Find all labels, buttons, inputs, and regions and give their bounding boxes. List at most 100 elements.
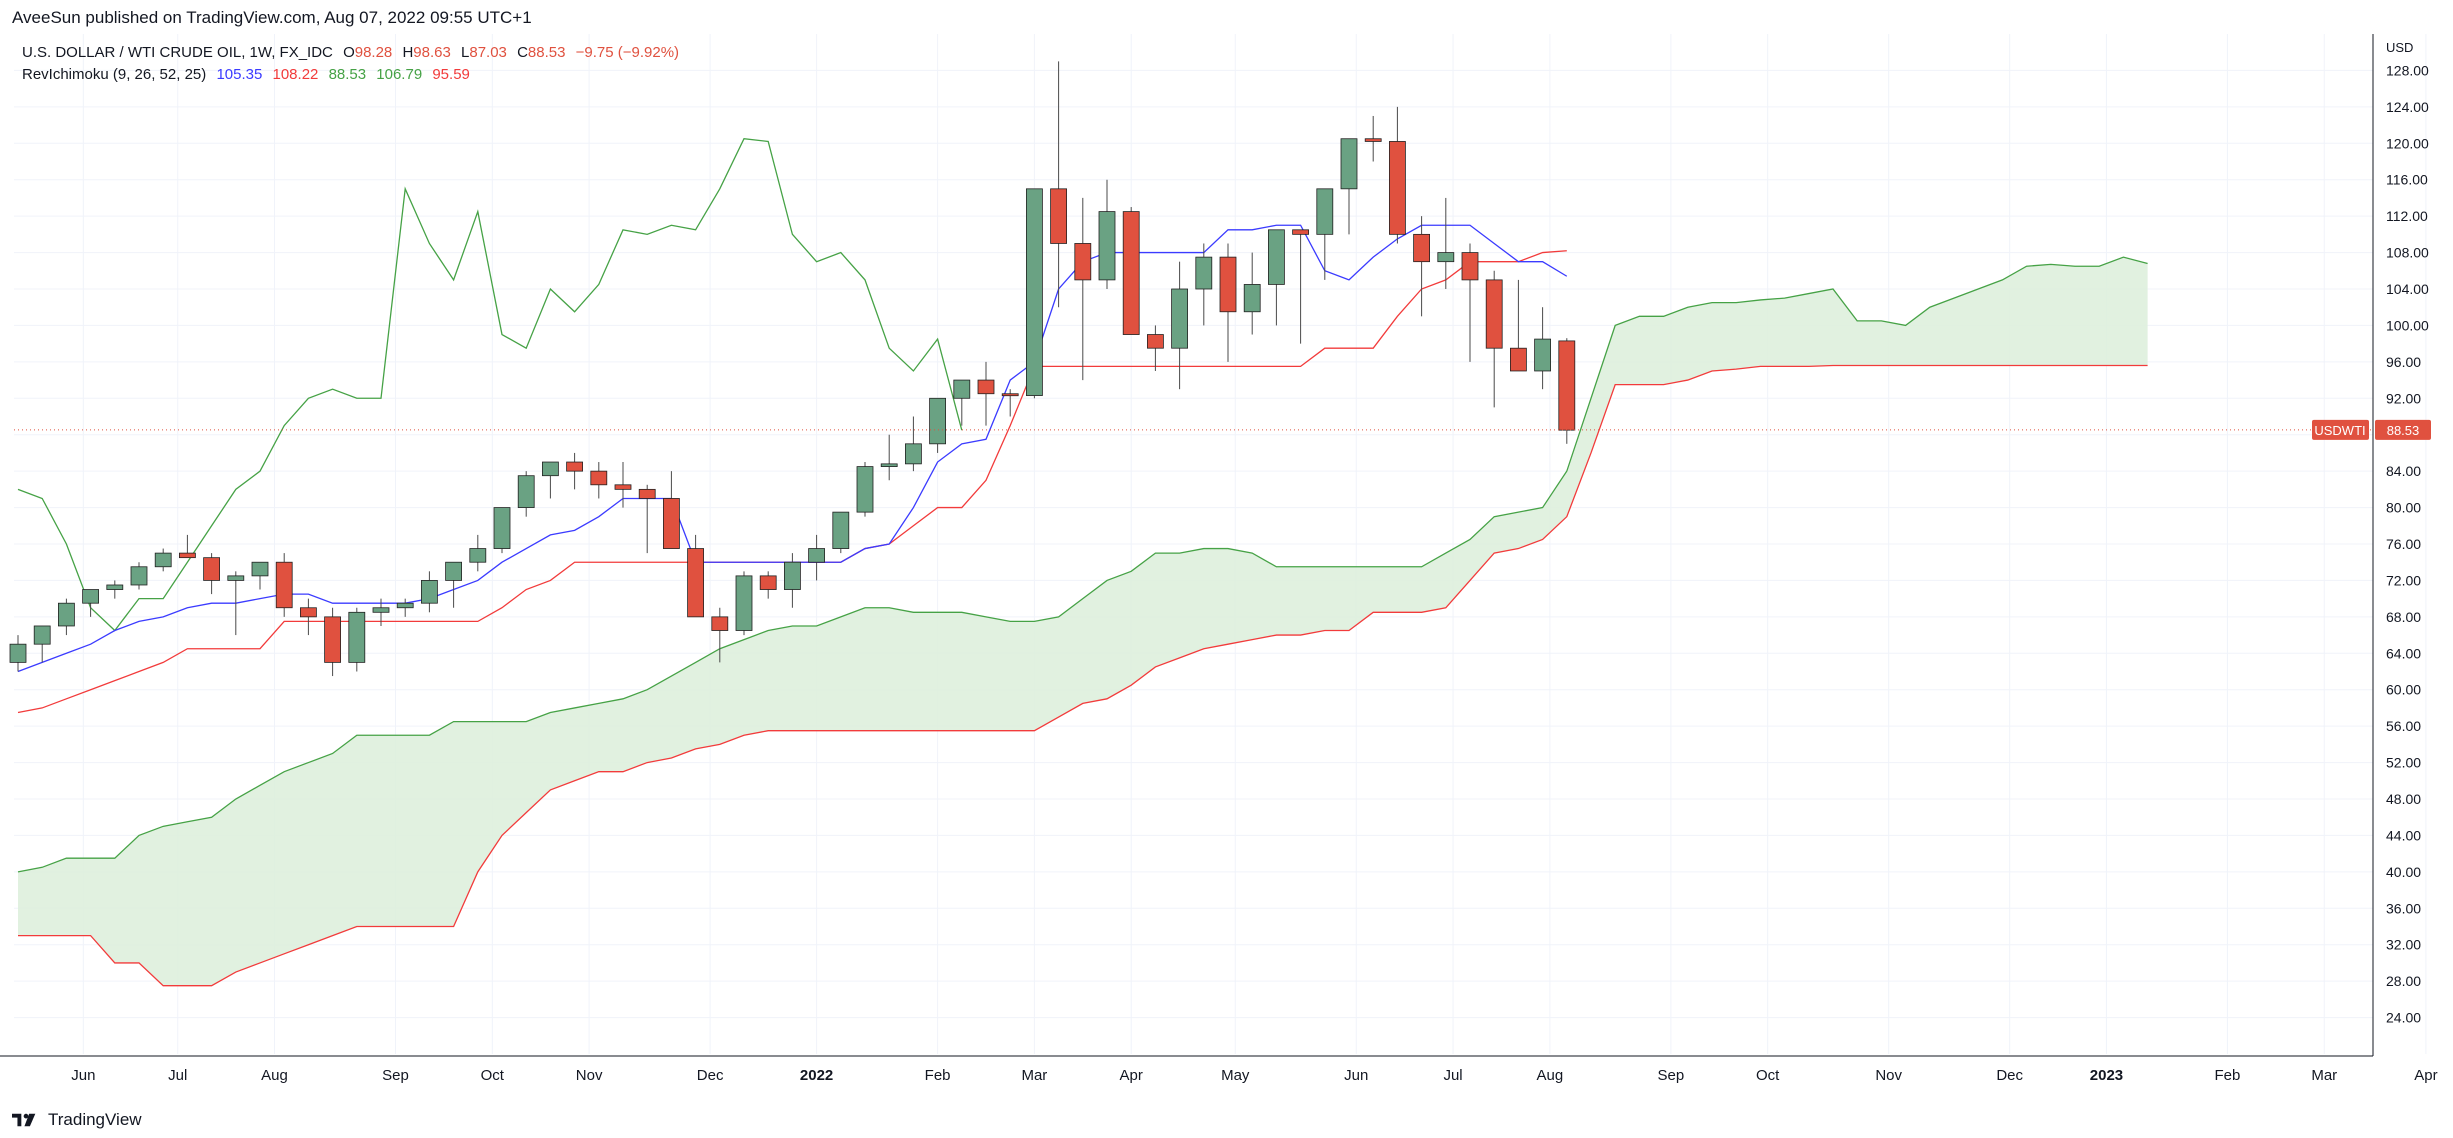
candle-body <box>1316 188 1334 235</box>
candle-44 <box>1074 197 1092 381</box>
legend-indicator[interactable]: RevIchimoku (9, 26, 52, 25) <box>22 66 207 83</box>
x-tick-label-14: Aug <box>1537 1067 1564 1084</box>
x-tick-label-13: Jul <box>1443 1067 1462 1084</box>
candle-35 <box>856 462 874 517</box>
y-tick-label-13: 76.00 <box>2386 536 2421 552</box>
candle-body <box>1050 188 1067 244</box>
candle-1 <box>33 625 51 663</box>
legend-tenkan-value: 105.35 <box>216 66 263 83</box>
legend-open: O98.28 <box>343 44 393 61</box>
candle-28 <box>687 534 704 618</box>
candle-46 <box>1122 207 1140 335</box>
candle-27 <box>663 471 680 549</box>
candle-18 <box>445 561 463 608</box>
candle-body <box>517 475 535 508</box>
candle-15 <box>372 598 390 626</box>
candle-10 <box>251 561 269 590</box>
candle-body <box>590 470 608 486</box>
legend-low: L87.03 <box>461 44 507 61</box>
candle-12 <box>299 598 317 636</box>
candle-31 <box>759 571 777 599</box>
candle-body <box>445 561 463 581</box>
candle-17 <box>420 571 438 613</box>
candle-42 <box>1026 188 1043 399</box>
candle-body <box>880 463 898 467</box>
candle-body <box>1219 256 1237 313</box>
y-tick-label-5: 44.00 <box>2386 827 2421 843</box>
y-tick-label-7: 52.00 <box>2386 755 2421 771</box>
candle-body <box>1485 279 1503 349</box>
candle-body <box>1461 252 1479 281</box>
candle-6 <box>154 548 172 572</box>
candle-62 <box>1510 279 1527 372</box>
legend-symbol-row: U.S. DOLLAR / WTI CRUDE OIL, 1W, FX_IDC … <box>22 42 685 64</box>
y-tick-label-9: 60.00 <box>2386 682 2421 698</box>
tradingview-logo-icon <box>12 1113 36 1127</box>
candle-body <box>324 616 342 663</box>
y-tick-label-24: 120.00 <box>2386 135 2429 151</box>
senkou-span-a-line <box>17 256 2148 873</box>
chart-area[interactable]: USD 24.00 28.00 32.00 36.00 40.00 44.00 48.00 52… <box>0 34 2453 1094</box>
candle-body <box>9 643 27 663</box>
candle-body <box>1171 288 1188 349</box>
x-tick-label-4: Oct <box>481 1067 505 1084</box>
candles-group <box>9 61 1576 677</box>
candle-39 <box>953 379 971 426</box>
legend-high: H98.63 <box>402 44 451 61</box>
legend-change: −9.75 (−9.92%) <box>575 44 680 61</box>
x-tick-label-19: 2023 <box>2090 1067 2123 1084</box>
footer-branding: TradingView <box>12 1110 142 1130</box>
x-tick-label-5: Nov <box>576 1067 603 1084</box>
candle-body <box>687 548 704 618</box>
candle-53 <box>1292 229 1309 344</box>
legend-close: C88.53 <box>517 44 566 61</box>
candle-20 <box>493 507 511 554</box>
x-tick-label-1: Jul <box>168 1067 187 1084</box>
candle-38 <box>929 397 946 453</box>
candle-33 <box>808 534 825 581</box>
candle-34 <box>832 511 850 554</box>
candle-body <box>275 561 293 609</box>
candle-body <box>1437 252 1455 263</box>
candle-body <box>1510 347 1527 372</box>
candle-body <box>1243 284 1261 313</box>
candle-55 <box>1340 138 1358 235</box>
legend-symbol[interactable]: U.S. DOLLAR / WTI CRUDE OIL, 1W, FX_IDC <box>22 44 333 61</box>
legend-indicator-row: RevIchimoku (9, 26, 52, 25) 105.35 108.2… <box>22 64 685 86</box>
x-tick-label-0: Jun <box>71 1067 95 1084</box>
y-tick-label-23: 116.00 <box>2386 172 2428 188</box>
candle-5 <box>130 562 148 590</box>
x-tick-label-7: 2022 <box>800 1067 833 1084</box>
candle-56 <box>1364 115 1382 162</box>
candle-52 <box>1268 229 1285 326</box>
candle-body <box>566 461 583 472</box>
candle-41 <box>1001 389 1019 417</box>
candle-body <box>154 552 172 568</box>
y-tick-label-19: 100.00 <box>2386 317 2429 333</box>
candle-body <box>1558 340 1576 431</box>
candle-11 <box>275 553 293 617</box>
ichimoku-cloud <box>18 257 2148 986</box>
price-chart[interactable]: USD 24.00 28.00 32.00 36.00 40.00 44.00 48.00 52… <box>0 34 2453 1094</box>
candle-body <box>178 552 196 559</box>
candle-body <box>1098 211 1116 281</box>
candle-9 <box>227 571 245 636</box>
price-label-symbol: USDWTI <box>2314 423 2365 438</box>
y-tick-label-25: 124.00 <box>2386 99 2429 115</box>
candle-body <box>905 443 922 465</box>
chikou-span-line <box>17 138 963 632</box>
y-tick-label-15: 84.00 <box>2386 463 2421 479</box>
candle-48 <box>1171 261 1188 390</box>
candle-2 <box>58 598 75 636</box>
x-tick-label-18: Dec <box>1996 1067 2023 1084</box>
candle-25 <box>614 462 632 508</box>
candle-54 <box>1316 188 1334 280</box>
legend-kijun-value: 108.22 <box>272 66 319 83</box>
candle-body <box>638 488 656 499</box>
candle-0 <box>9 635 27 672</box>
y-tick-label-6: 48.00 <box>2386 791 2421 807</box>
candle-19 <box>469 534 487 572</box>
candle-body <box>808 548 825 563</box>
x-tick-label-17: Nov <box>1875 1067 1902 1084</box>
candle-body <box>493 507 511 549</box>
